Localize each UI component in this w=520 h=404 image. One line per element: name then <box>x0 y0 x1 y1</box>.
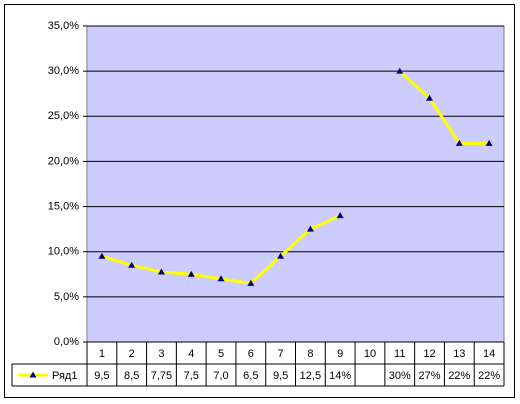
x-tick-label: 7 <box>278 348 284 360</box>
marker <box>336 212 344 219</box>
data-table-value: 14% <box>329 370 351 382</box>
marker <box>485 139 493 146</box>
x-tick-label: 2 <box>129 348 135 360</box>
marker <box>98 252 106 259</box>
data-table-value: 7,75 <box>151 370 172 382</box>
legend-label: Ряд1 <box>52 370 77 382</box>
marker <box>157 268 165 275</box>
marker <box>455 139 463 146</box>
legend-marker <box>29 371 37 378</box>
marker <box>396 67 404 74</box>
x-tick-label: 12 <box>423 348 435 360</box>
data-table-value: 7,5 <box>184 370 199 382</box>
marker <box>128 261 136 268</box>
y-tick-label: 25,0% <box>48 110 79 122</box>
x-tick-label: 1 <box>99 348 105 360</box>
x-tick-label: 8 <box>307 348 313 360</box>
x-tick-label: 11 <box>394 348 405 360</box>
y-tick-label: 0,0% <box>54 336 79 348</box>
data-table-value: 12,5 <box>300 370 321 382</box>
marker <box>426 94 434 101</box>
data-table-value: 30% <box>389 370 411 382</box>
data-table-value: 8,5 <box>124 370 139 382</box>
x-tick-label: 10 <box>364 348 376 360</box>
data-table-value: 22% <box>478 370 500 382</box>
data-table-value: 27% <box>419 370 441 382</box>
marker <box>247 279 255 286</box>
x-tick-label: 14 <box>483 348 495 360</box>
marker <box>277 252 285 259</box>
x-tick-label: 5 <box>218 348 224 360</box>
x-tick-label: 13 <box>453 348 465 360</box>
x-tick-label: 3 <box>158 348 164 360</box>
x-tick-label: 4 <box>188 348 194 360</box>
x-tick-label: 9 <box>337 348 343 360</box>
y-tick-label: 10,0% <box>48 246 79 258</box>
y-tick-label: 15,0% <box>48 200 79 212</box>
marker <box>187 270 195 277</box>
data-table-value: 6,5 <box>243 370 258 382</box>
data-table-value: 7,0 <box>213 370 228 382</box>
marker <box>217 275 225 282</box>
y-tick-label: 30,0% <box>48 65 79 77</box>
marker <box>306 225 314 232</box>
data-table-value: 22% <box>448 370 470 382</box>
plot-area <box>86 25 505 343</box>
y-tick-label: 35,0% <box>48 20 79 32</box>
y-tick-label: 5,0% <box>54 291 79 303</box>
data-table-value: 9,5 <box>94 370 109 382</box>
x-tick-label: 6 <box>248 348 254 360</box>
data-table-value: 9,5 <box>273 370 288 382</box>
y-tick-label: 20,0% <box>48 155 79 167</box>
